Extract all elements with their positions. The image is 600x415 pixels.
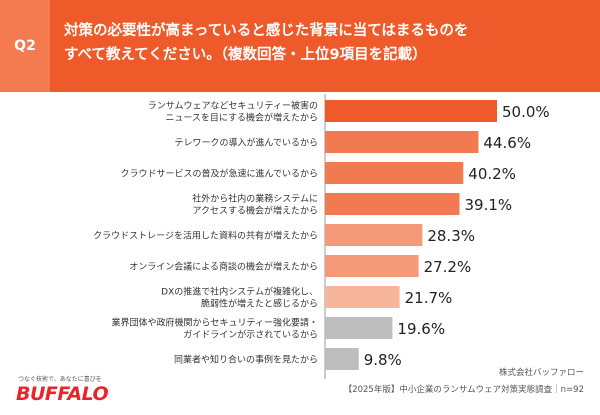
value-label-8: 19.6% xyxy=(397,320,445,338)
category-label-1-line-1: ランサムウェアなどセキュリティー被害の xyxy=(148,100,318,112)
category-label-9-line-1: 同業者や知り合いの事例を見たから xyxy=(174,354,318,366)
category-label-1-line-2: ニュースを目にする機会が増えたから xyxy=(165,112,318,124)
question-number-badge: Q2 xyxy=(0,0,50,92)
category-label-7-line-1: DXの推進で社内システムが複雑化し、 xyxy=(161,286,318,298)
bar-5 xyxy=(325,224,423,246)
bar-chart-svg: 50.0% ランサムウェアなどセキュリティー被害のニュースを目にする機会が増えたか… xyxy=(93,94,550,379)
value-label-5: 28.3% xyxy=(427,227,475,245)
value-label-9: 9.8% xyxy=(364,351,402,369)
logo-tagline: つなぐ技術で、あなたに喜びを xyxy=(18,376,102,383)
category-label-2-line-1: テレワークの導入が進んでいるから xyxy=(174,137,318,149)
question-title: 対策の必要性が高まっていると感じた背景に当てはまるものを すべて教えてください。… xyxy=(64,19,584,67)
survey-note: 【2025年版】中小企業のランサムウェア対策実態調査｜n=92 xyxy=(343,385,584,395)
buffalo-logo: BUFFALO xyxy=(16,383,109,405)
category-label-6-line-1: オンライン会議による商談の機会が増えたから xyxy=(129,261,318,273)
category-label-8-line-2: ガイドラインが示されているから xyxy=(183,329,318,341)
bar-1 xyxy=(325,100,497,122)
category-label-5-line-1: クラウドストレージを活用した資料の共有が増えたから xyxy=(93,230,318,242)
category-label-3-line-1: クラウドサービスの普及が急速に進んでいるから xyxy=(120,168,318,180)
company-name: 株式会社バッファロー xyxy=(498,368,584,378)
bar-9 xyxy=(325,348,359,370)
bar-2 xyxy=(325,131,479,153)
bar-7 xyxy=(325,286,400,308)
bar-4 xyxy=(325,193,460,215)
value-label-3: 40.2% xyxy=(468,165,516,183)
category-label-4-line-1: 社外から社内の業務システムに xyxy=(192,193,318,205)
question-title-line-2: すべて教えてください。（複数回答・上位9項目を記載） xyxy=(64,47,427,63)
category-label-7-line-2: 脆弱性が増えたと感じるから xyxy=(201,298,318,310)
category-label-8-line-1: 業界団体や政府機関からセキュリティー強化要請・ xyxy=(112,317,318,329)
question-title-line-1: 対策の必要性が高まっていると感じた背景に当てはまるものを xyxy=(64,23,469,39)
bar-8 xyxy=(325,317,393,339)
value-label-2: 44.6% xyxy=(483,134,531,152)
value-label-6: 27.2% xyxy=(424,258,472,276)
value-label-1: 50.0% xyxy=(502,103,550,121)
bar-chart: 50.0% ランサムウェアなどセキュリティー被害の ニュースを目にする機会が増えたか… xyxy=(0,92,600,382)
question-header: Q2 対策の必要性が高まっていると感じた背景に当てはまるものを すべて教えてくだ… xyxy=(0,0,600,92)
category-label-4-line-2: アクセスする機会が増えたから xyxy=(192,205,318,217)
bar-6 xyxy=(325,255,419,277)
value-label-7: 21.7% xyxy=(405,289,453,307)
value-label-4: 39.1% xyxy=(465,196,513,214)
bar-3 xyxy=(325,162,464,184)
